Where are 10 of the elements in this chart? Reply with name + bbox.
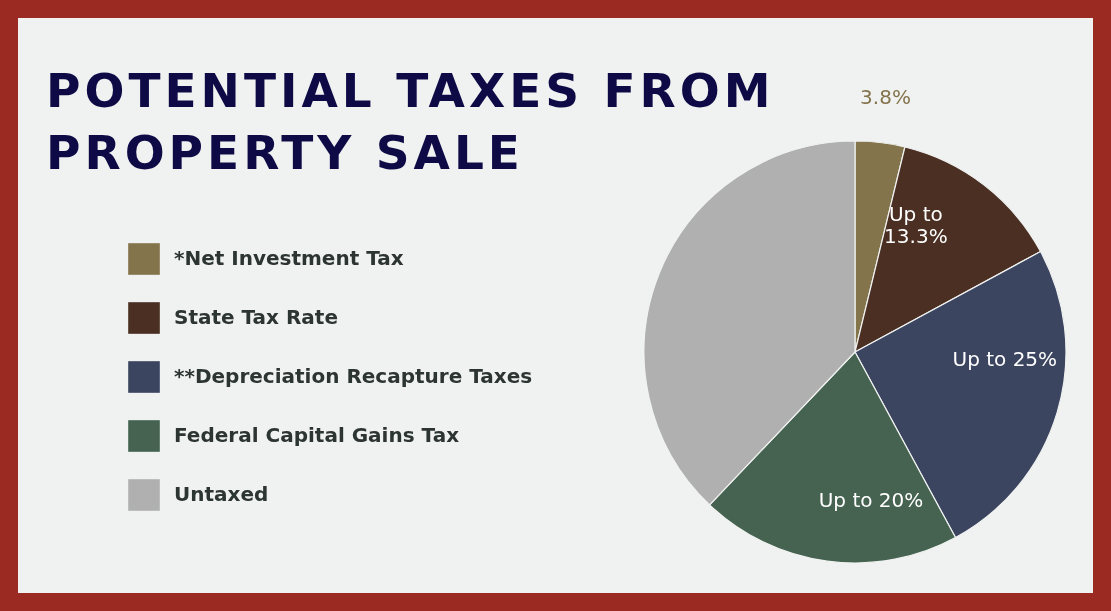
legend-label: *Net Investment Tax	[174, 246, 404, 270]
data-label: Up to 13.3%	[884, 201, 948, 248]
legend-label: State Tax Rate	[174, 305, 338, 329]
legend-label: **Depreciation Recapture Taxes	[174, 364, 533, 388]
data-label: Up to 20%	[818, 488, 924, 513]
data-label: 3.8%	[860, 84, 911, 109]
legend-label: Untaxed	[174, 482, 269, 506]
data-label: Up to 25%	[952, 346, 1058, 371]
chart-title: POTENTIAL TAXES FROM PROPERTY SALE	[46, 62, 776, 182]
legend-label: Federal Capital Gains Tax	[174, 423, 460, 447]
